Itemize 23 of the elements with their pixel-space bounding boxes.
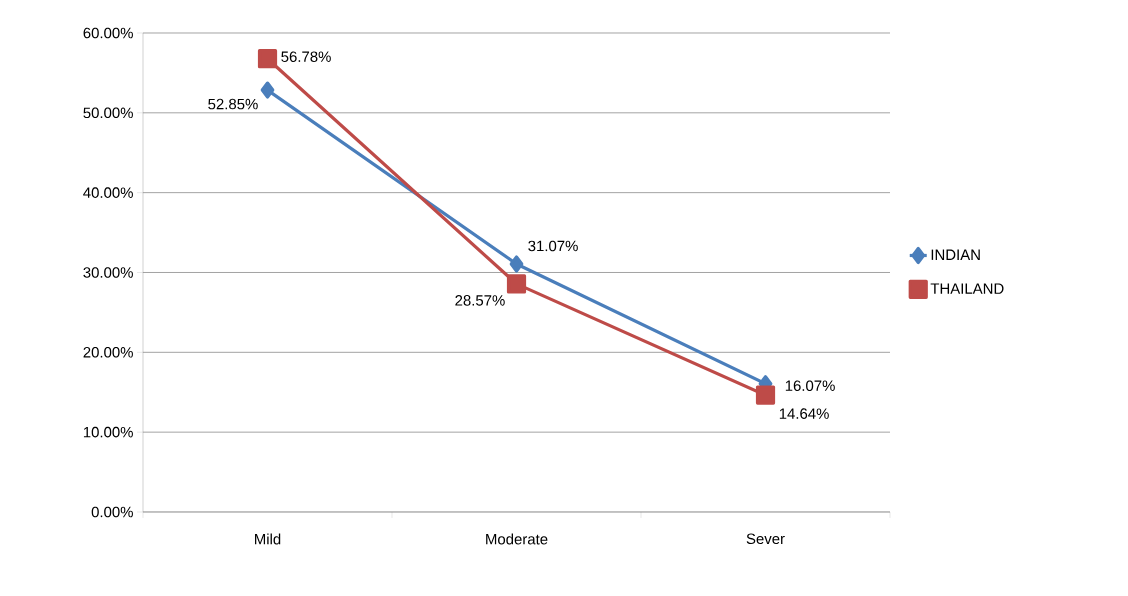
legend-label: INDIAN [931, 249, 980, 260]
point [509, 255, 524, 273]
y-tick-label: 10.00% [83, 426, 133, 438]
x-tick-label: Sever [746, 533, 785, 545]
point [506, 274, 527, 294]
data-label: 52.85% [208, 98, 258, 110]
point [260, 81, 275, 99]
data-label: 56.78% [281, 51, 331, 62]
legend-label: THAILAND [930, 283, 1004, 294]
data-label: 14.64% [779, 408, 829, 419]
point [755, 385, 776, 405]
y-tick-label: 50.00% [83, 107, 133, 119]
data-label: 16.07% [785, 380, 835, 391]
point [257, 49, 278, 69]
y-tick-label: 40.00% [83, 187, 133, 198]
y-tick-label: 0.00% [91, 506, 133, 518]
data-label: 31.07% [528, 240, 578, 252]
x-tick-label: Mild [255, 533, 281, 545]
y-tick-label: 30.00% [83, 267, 133, 278]
y-tick-label: 60.00% [83, 27, 133, 39]
y-tick-label: 20.00% [83, 347, 133, 358]
data-label: 28.57% [455, 295, 505, 306]
x-tick-label: Moderate [486, 533, 548, 545]
